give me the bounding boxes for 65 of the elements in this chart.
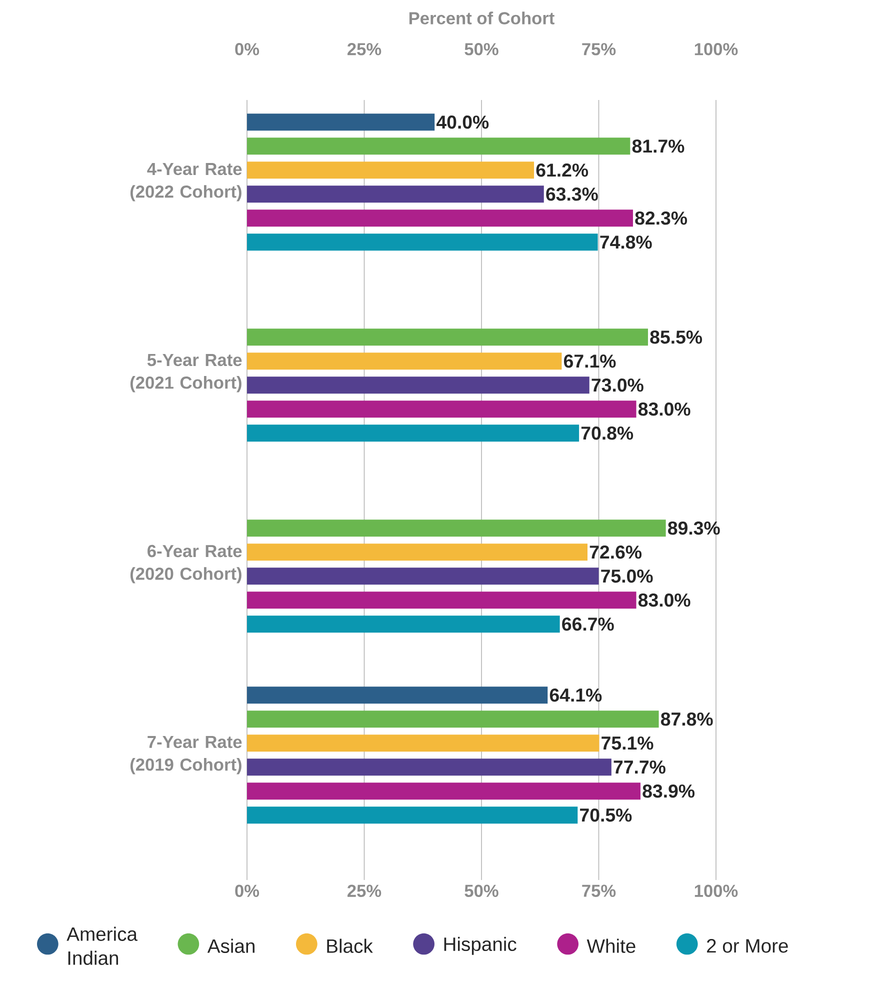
bar	[246, 114, 435, 131]
x2-axis-title: Percent of Cohort	[409, 12, 554, 24]
data-label: 81.7%	[632, 140, 684, 153]
x2-tick-label: 50%	[464, 884, 498, 897]
data-label: 70.5%	[580, 808, 632, 822]
data-label: 77.7%	[614, 760, 666, 774]
bar	[246, 686, 548, 704]
bar	[246, 782, 640, 800]
bar	[246, 138, 630, 155]
x-tick-label: 50%	[464, 43, 498, 56]
data-label: 82.3%	[635, 212, 688, 225]
data-label: 64.1%	[550, 688, 602, 702]
data-label: 67.1%	[564, 354, 616, 368]
bar	[246, 758, 612, 776]
bar	[246, 210, 633, 227]
bar	[246, 400, 636, 418]
legend-label: Black	[327, 938, 373, 953]
x-tick-label: 75%	[582, 43, 616, 56]
x2-tick-label: 75%	[582, 884, 616, 897]
x-tick-label: 100%	[694, 43, 738, 56]
data-label: 40.0%	[436, 116, 489, 129]
y-tick-label: 5-Year Rate (2021 Cohort)	[130, 354, 242, 392]
data-label: 83.9%	[642, 784, 695, 798]
data-label: 74.8%	[600, 236, 652, 249]
bar	[246, 328, 648, 346]
bar	[246, 568, 599, 585]
bar	[246, 186, 544, 203]
bar	[246, 592, 636, 609]
data-label: 85.5%	[650, 330, 702, 344]
bar	[246, 544, 588, 561]
x2-tick-label: 0%	[235, 884, 260, 897]
legend-label: America Indian	[66, 926, 138, 965]
bar	[246, 616, 560, 633]
bar	[246, 162, 534, 179]
bar	[246, 352, 562, 370]
y-tick-label: 6-Year Rate (2020 Cohort)	[130, 544, 242, 584]
data-label: 63.3%	[546, 188, 598, 201]
legend-label: 2 or More	[707, 939, 788, 953]
y-tick-label: 7-Year Rate (2019 Cohort)	[130, 736, 242, 774]
bar	[246, 376, 590, 394]
data-label: 75.1%	[602, 736, 654, 750]
bar	[246, 424, 580, 442]
bar	[246, 734, 600, 752]
data-label: 72.6%	[590, 545, 642, 559]
bar	[246, 710, 659, 728]
bar	[246, 806, 578, 824]
legend-label: Hispanic	[444, 936, 516, 955]
data-label: 66.7%	[562, 617, 614, 631]
y-tick-label: 4-Year Rate (2022 Cohort)	[130, 163, 242, 202]
x2-tick-label: 100%	[694, 884, 738, 897]
data-label: 83.0%	[638, 402, 690, 416]
legend-label: White	[586, 938, 636, 953]
data-label: 61.2%	[536, 164, 588, 177]
data-label: 87.8%	[660, 712, 713, 726]
data-label: 70.8%	[581, 426, 634, 440]
x-tick-label: 0%	[235, 43, 260, 56]
x-tick-label: 25%	[348, 43, 382, 56]
x2-tick-label: 25%	[348, 884, 382, 897]
data-label: 83.0%	[638, 593, 690, 607]
data-label: 73.0%	[592, 378, 644, 392]
bar	[246, 520, 666, 537]
data-label: 75.0%	[601, 569, 653, 583]
bar	[246, 234, 598, 251]
legend-label: Asian	[207, 938, 254, 953]
data-label: 89.3%	[668, 521, 720, 535]
